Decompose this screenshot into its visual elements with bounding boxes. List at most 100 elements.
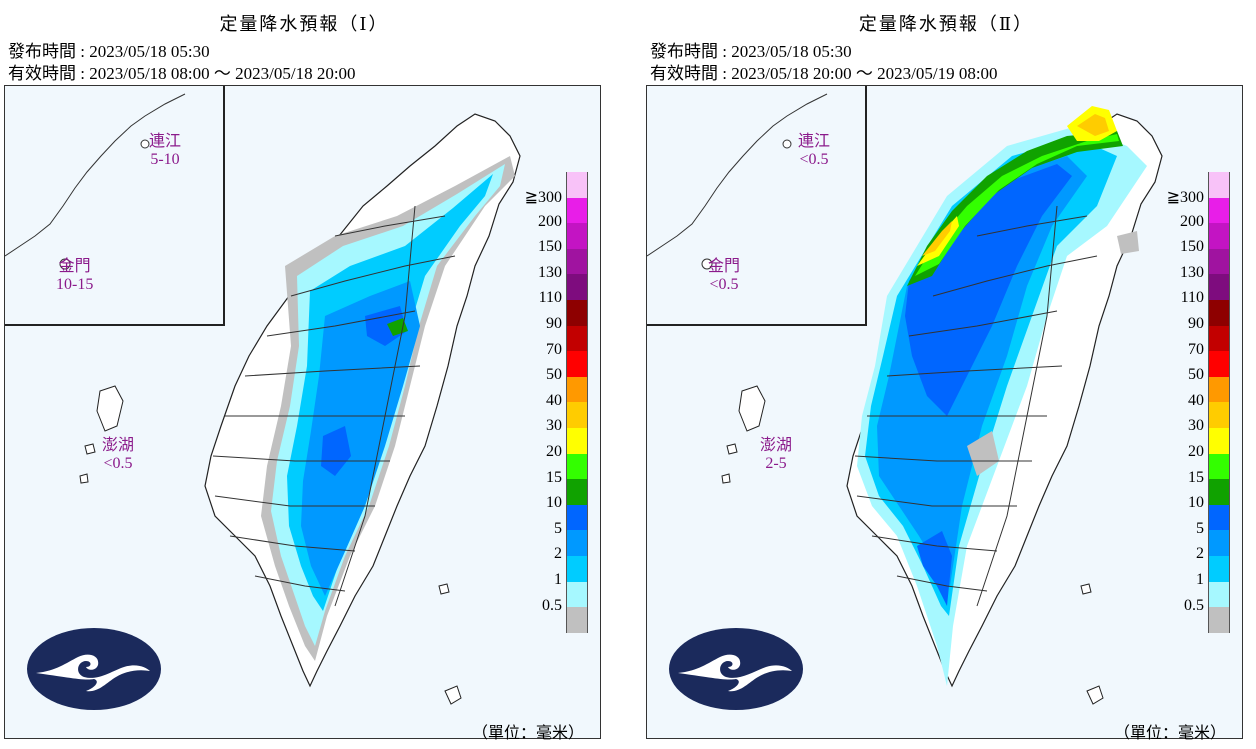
legend-swatch: [566, 172, 588, 198]
panel-title: 定量降水預報（Ⅰ）: [219, 14, 389, 35]
legend-label: 1: [1196, 570, 1204, 588]
legend-label: 40: [546, 391, 562, 409]
legend-swatch: [1208, 581, 1230, 608]
inset-map: [5, 86, 225, 326]
legend-swatch: [1208, 453, 1230, 480]
legend-swatch: [566, 197, 588, 224]
legend-row: [516, 607, 596, 633]
kinmen-name: 金門: [708, 258, 741, 275]
legend-label: 130: [1180, 263, 1204, 281]
legend-swatch: [1208, 325, 1230, 352]
legend-label: 40: [1188, 391, 1204, 409]
legend-swatch: [1208, 299, 1230, 326]
matsu-value: 5-10: [150, 151, 180, 168]
legend-label: 5: [1196, 519, 1204, 537]
legend-label: 2: [1196, 545, 1204, 563]
legend-label: 150: [538, 238, 562, 256]
legend-row: 130: [516, 248, 596, 281]
valid-time: 有效時間 : 2023/05/18 20:00 ～ 2023/05/19 08:…: [650, 64, 998, 83]
legend-label: 70: [1188, 340, 1204, 358]
legend-swatch: [566, 325, 588, 352]
legend-row: 150: [1158, 223, 1238, 255]
legend-row: 5: [1158, 504, 1238, 537]
legend-row: 90: [1158, 299, 1238, 332]
legend-row: ≧300: [1158, 172, 1238, 206]
legend-label: 30: [546, 417, 562, 435]
legend-label: 130: [538, 263, 562, 281]
legend-swatch: [1208, 197, 1230, 224]
legend-label: 0.5: [542, 596, 562, 614]
legend-row: 90: [516, 299, 596, 332]
legend-row: 70: [516, 325, 596, 358]
legend-label: 110: [1180, 289, 1204, 307]
legend-row: 40: [516, 376, 596, 409]
legend-swatch: [566, 299, 588, 326]
legend-swatch: [1208, 172, 1230, 198]
panel-title: 定量降水預報（Ⅱ）: [858, 14, 1034, 35]
legend-swatch: [1208, 274, 1230, 300]
legend-swatch: [1208, 479, 1230, 505]
legend-swatch: [566, 581, 588, 608]
kinmen-value: 10-15: [56, 276, 94, 293]
legend-label: 15: [1188, 468, 1204, 486]
legend-row: 10: [516, 479, 596, 511]
legend-swatch: [566, 274, 588, 300]
legend-label: 2: [554, 545, 562, 563]
legend-label: 10: [1188, 494, 1204, 512]
penghu-value: <0.5: [103, 455, 133, 472]
legend-row: 1: [1158, 555, 1238, 588]
penghu-label: 澎湖 <0.5: [102, 437, 134, 473]
kinmen-label: 金門 <0.5: [708, 258, 740, 294]
legend-label: ≧300: [524, 189, 562, 206]
legend-row: 50: [516, 351, 596, 383]
legend-swatch: [1208, 530, 1230, 556]
legend-swatch: [566, 376, 588, 403]
legend-row: 150: [516, 223, 596, 255]
legend-label: 20: [1188, 442, 1204, 460]
forecast-panel-1: 定量降水預報（Ⅰ） 發布時間 : 2023/05/18 05:30 有效時間 :…: [4, 0, 604, 749]
legend-label: 90: [1188, 314, 1204, 332]
legend-label: 1: [554, 570, 562, 588]
legend-label: 70: [546, 340, 562, 358]
legend-row: 1: [516, 555, 596, 588]
issue-time: 發布時間 : 2023/05/18 05:30: [8, 42, 210, 61]
legend-row: 20: [1158, 427, 1238, 460]
legend-swatch: [1208, 427, 1230, 454]
legend-row: 15: [516, 453, 596, 486]
legend-row: 130: [1158, 248, 1238, 281]
forecast-panel-2: 定量降水預報（Ⅱ） 發布時間 : 2023/05/18 05:30 有效時間 :…: [646, 0, 1246, 749]
legend-label: ≧300: [1166, 189, 1204, 206]
cwb-logo-icon: [27, 628, 161, 710]
matsu-value: <0.5: [799, 151, 829, 168]
legend-swatch: [566, 223, 588, 249]
matsu-label: 連江 5-10: [149, 133, 181, 169]
inset-coastline: [647, 93, 828, 270]
legend-label: 200: [1180, 212, 1204, 230]
legend-row: 40: [1158, 376, 1238, 409]
legend-row: 5: [516, 504, 596, 537]
matsu-name: 連江: [798, 133, 831, 150]
taiwan-map: [79, 113, 521, 705]
legend-label: 50: [1188, 366, 1204, 384]
legend-swatch: [566, 453, 588, 480]
legend-row: [1158, 607, 1238, 633]
legend-row: 200: [1158, 197, 1238, 230]
legend-label: 90: [546, 314, 562, 332]
kinmen-label: 金門 10-15: [56, 258, 93, 294]
legend-label: 30: [1188, 417, 1204, 435]
legend-row: 50: [1158, 351, 1238, 383]
inset-map: [647, 86, 867, 326]
legend-swatch: [1208, 223, 1230, 249]
legend-swatch: [566, 427, 588, 454]
legend-label: 110: [538, 289, 562, 307]
penghu-value: 2-5: [765, 455, 787, 472]
legend-row: 10: [1158, 479, 1238, 511]
legend-label: 20: [546, 442, 562, 460]
legend-label: 5: [554, 519, 562, 537]
legend-swatch: [1208, 351, 1230, 377]
legend-row: 20: [516, 427, 596, 460]
legend-row: ≧300: [516, 172, 596, 206]
legend-swatch: [1208, 402, 1230, 428]
legend-label: 10: [546, 494, 562, 512]
legend-row: 0.5: [516, 581, 596, 614]
